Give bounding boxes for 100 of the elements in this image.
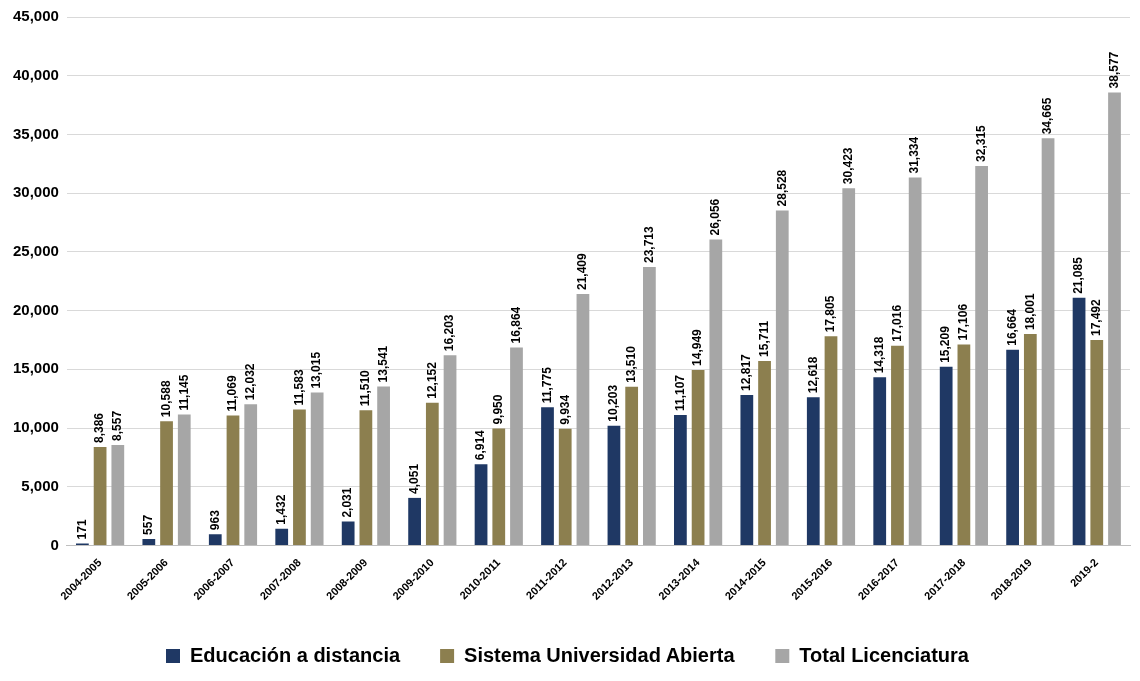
bar — [226, 415, 240, 545]
y-tick-label: 35,000 — [12, 124, 59, 142]
data-label: 18,001 — [1022, 293, 1037, 331]
bar — [474, 464, 488, 545]
data-label: 557 — [141, 514, 156, 535]
bar — [740, 394, 754, 545]
bar — [891, 345, 904, 545]
bar — [244, 404, 258, 545]
bar — [576, 294, 590, 545]
data-label: 10,203 — [606, 384, 621, 422]
bar — [674, 415, 687, 545]
legend-label: Total Licenciatura — [799, 643, 970, 666]
bar — [975, 165, 988, 545]
bar — [541, 407, 554, 545]
bar — [643, 266, 656, 545]
bar — [310, 392, 324, 545]
data-label: 14,318 — [872, 336, 887, 374]
bar — [359, 410, 373, 545]
data-label: 12,817 — [739, 353, 754, 391]
bar — [425, 402, 439, 545]
data-label: 9,934 — [557, 394, 572, 425]
data-label: 13,510 — [623, 345, 638, 383]
data-label: 21,409 — [575, 253, 590, 291]
y-tick-label: 40,000 — [12, 65, 59, 83]
data-label: 12,152 — [424, 361, 439, 399]
data-label: 13,541 — [375, 345, 390, 383]
data-label: 11,775 — [539, 366, 554, 404]
bar — [111, 444, 125, 545]
bar — [625, 386, 639, 545]
bar — [709, 239, 723, 545]
data-label: 1,432 — [274, 494, 289, 525]
bar — [1041, 138, 1055, 545]
data-label: 8,557 — [110, 410, 125, 441]
bar — [1023, 334, 1037, 545]
bar — [510, 347, 523, 545]
data-label: 16,203 — [442, 314, 457, 352]
bar — [1006, 349, 1019, 545]
bar — [160, 421, 173, 545]
data-label: 15,711 — [756, 320, 771, 357]
bar — [957, 344, 971, 545]
data-label: 17,805 — [823, 295, 838, 333]
data-label: 32,315 — [973, 124, 988, 162]
bar — [607, 425, 621, 545]
bar — [842, 188, 856, 545]
y-tick-label: 20,000 — [12, 300, 59, 318]
data-label: 16,864 — [508, 306, 523, 344]
bar — [93, 446, 107, 545]
data-label: 171 — [74, 519, 89, 540]
data-label: 31,334 — [907, 136, 922, 174]
bar — [824, 336, 838, 545]
data-label: 11,107 — [672, 374, 687, 412]
data-label: 12,618 — [805, 356, 820, 394]
bar — [1072, 297, 1086, 545]
data-label: 38,577 — [1106, 51, 1121, 89]
bar — [208, 534, 222, 545]
bar — [939, 366, 953, 545]
bar — [142, 538, 156, 545]
bar — [775, 210, 789, 545]
data-label: 11,145 — [176, 374, 191, 411]
data-label: 16,664 — [1004, 308, 1019, 346]
data-label: 963 — [207, 509, 222, 531]
y-tick-label: 5,000 — [21, 476, 59, 494]
data-label: 9,950 — [491, 394, 506, 425]
data-label: 21,085 — [1071, 256, 1086, 294]
data-label: 13,015 — [309, 351, 324, 389]
bar — [492, 428, 506, 545]
bar — [377, 386, 390, 545]
legend-label: Educación a distancia — [190, 643, 401, 666]
bar — [806, 397, 820, 545]
data-label: 17,016 — [889, 304, 904, 342]
bar — [341, 521, 355, 545]
bar — [177, 414, 191, 545]
bar — [758, 360, 771, 545]
data-label: 11,069 — [225, 375, 240, 412]
bar — [908, 177, 922, 545]
legend-label: Sistema Universidad Abierta — [464, 643, 736, 666]
data-label: 23,713 — [641, 225, 656, 263]
bar — [691, 369, 705, 545]
bar — [1108, 92, 1121, 545]
data-label: 30,423 — [841, 147, 856, 185]
y-tick-label: 25,000 — [12, 242, 59, 260]
bar — [1090, 340, 1104, 545]
y-tick-label: 15,000 — [12, 359, 59, 377]
data-label: 17,492 — [1089, 299, 1104, 337]
data-label: 4,051 — [406, 463, 421, 494]
bar — [558, 428, 572, 545]
data-label: 10,588 — [158, 380, 173, 418]
data-label: 2,031 — [340, 487, 355, 518]
bar — [873, 377, 887, 545]
data-label: 8,386 — [92, 412, 107, 443]
y-tick-label: 30,000 — [12, 183, 59, 201]
bar — [275, 528, 289, 545]
y-tick-label: 0 — [50, 535, 59, 553]
data-label: 11,583 — [291, 369, 306, 406]
bar — [408, 497, 421, 545]
data-label: 28,528 — [774, 169, 789, 207]
data-label: 6,914 — [473, 429, 488, 461]
y-tick-label: 45,000 — [12, 7, 59, 25]
data-label: 15,209 — [938, 325, 953, 363]
bar — [293, 409, 306, 545]
